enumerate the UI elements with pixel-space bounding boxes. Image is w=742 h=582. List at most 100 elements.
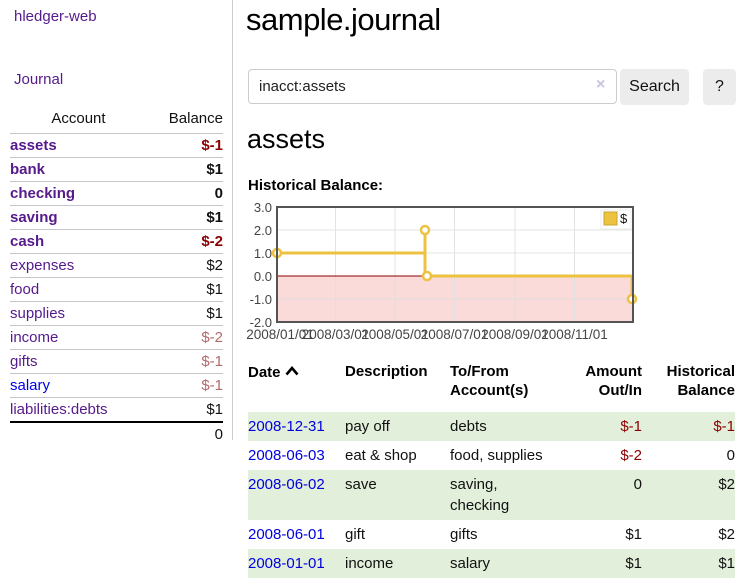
x-tick-label: 2008/03/01	[302, 327, 370, 342]
accounts-column-header: To/From Account(s)	[450, 363, 529, 399]
balance-value: $1	[146, 397, 223, 422]
register-row: 2008-01-01 income salary $1 $1	[248, 549, 735, 578]
x-tick-label: 2008/09/01	[481, 327, 549, 342]
historical-balance-chart: $ 3.0 2.0 1.0 0.0 -1.0 -2.0 2008/01/01 2…	[240, 200, 742, 348]
date-column-header[interactable]: Date	[248, 360, 345, 412]
y-tick-label: -1.0	[250, 292, 272, 307]
account-link-expenses[interactable]: expenses	[10, 257, 75, 274]
clear-search-icon[interactable]: ×	[596, 76, 606, 93]
y-tick-label: 2.0	[254, 223, 272, 238]
legend-label: $	[620, 211, 628, 226]
balance-value: $1	[146, 205, 223, 230]
account-link-gifts[interactable]: gifts	[10, 353, 38, 370]
y-tick-label: 3.0	[254, 200, 272, 215]
account-row: saving $1	[10, 205, 223, 230]
help-button[interactable]: ?	[703, 69, 736, 105]
balance-cell: $2	[718, 526, 735, 543]
legend-swatch	[603, 211, 618, 226]
balance-value: $-1	[146, 349, 223, 374]
description-cell: gift	[345, 526, 366, 543]
y-tick-label: -2.0	[250, 315, 272, 330]
register-row: 2008-12-31 pay off debts $-1 $-1	[248, 412, 735, 441]
register-row: 2008-06-01 gift gifts $1 $2	[248, 520, 735, 549]
account-row: cash $-2	[10, 229, 223, 254]
date-link[interactable]: 2008-06-03	[248, 447, 325, 464]
description-column-header: Description	[345, 363, 428, 380]
account-link-checking[interactable]: checking	[10, 185, 76, 202]
account-row: food $1	[10, 277, 223, 302]
x-axis: 2008/01/01 2008/03/01 2008/05/01 2008/07…	[246, 327, 608, 342]
x-tick-label: 2008/05/01	[361, 327, 429, 342]
balance-column-header: Balance	[168, 110, 223, 127]
date-link[interactable]: 2008-01-01	[248, 555, 325, 572]
account-link-assets[interactable]: assets	[10, 137, 57, 154]
account-row: gifts $-1	[10, 349, 223, 374]
amount-cell: $-1	[620, 418, 642, 435]
balance-cell: $2	[718, 476, 735, 493]
account-link-income[interactable]: income	[10, 329, 59, 346]
account-heading: assets	[247, 124, 326, 154]
sidebar-item-journal[interactable]: Journal	[14, 71, 64, 88]
y-axis: 3.0 2.0 1.0 0.0 -1.0 -2.0	[250, 200, 272, 330]
total-balance: 0	[146, 421, 223, 446]
chart-legend: $	[600, 209, 632, 230]
date-link[interactable]: 2008-06-02	[248, 476, 325, 493]
description-cell: income	[345, 555, 394, 572]
description-cell: save	[345, 476, 377, 493]
amount-column-header: Amount Out/In	[585, 363, 642, 399]
account-link-cash[interactable]: cash	[10, 233, 45, 250]
date-link[interactable]: 2008-06-01	[248, 526, 325, 543]
balance-value: $1	[146, 157, 223, 182]
balance-value: $-1	[146, 133, 223, 158]
register-table: Date Description To/From Account(s) Amou…	[248, 360, 735, 578]
register-row: 2008-06-02 save saving, checking 0 $2	[248, 470, 735, 520]
description-cell: pay off	[345, 418, 390, 435]
account-link-supplies[interactable]: supplies	[10, 305, 66, 322]
plot-border	[276, 206, 634, 323]
accounts-cell: salary	[450, 555, 491, 572]
chart-title: Historical Balance:	[248, 177, 384, 194]
balance-value: $-2	[146, 325, 223, 350]
search-button[interactable]: Search	[620, 69, 689, 105]
date-link[interactable]: 2008-12-31	[248, 418, 325, 435]
brand-link[interactable]: hledger-web	[14, 8, 97, 25]
balance-value: $-2	[146, 229, 223, 254]
y-tick-label: 0.0	[254, 269, 272, 284]
balance-cell: $1	[718, 555, 735, 572]
x-tick-label: 2008/07/01	[421, 327, 489, 342]
chart-canvas: $ 3.0 2.0 1.0 0.0 -1.0 -2.0 2008/01/01 2…	[246, 200, 638, 342]
description-cell: eat & shop	[345, 447, 417, 464]
page-title: sample.journal	[246, 2, 441, 37]
account-link-salary[interactable]: salary	[10, 377, 51, 394]
y-tick-label: 1.0	[254, 246, 272, 261]
amount-cell: $1	[625, 555, 642, 572]
balance-value: 0	[146, 181, 223, 206]
account-row: salary $-1	[10, 373, 223, 398]
amount-cell: $1	[625, 526, 642, 543]
search-input[interactable]	[248, 69, 617, 104]
account-link-food[interactable]: food	[10, 281, 40, 298]
x-tick-label: 2008/01/01	[246, 327, 314, 342]
accounts-cell: debts	[450, 418, 487, 435]
account-row: income $-2	[10, 325, 223, 350]
account-row: bank $1	[10, 157, 223, 182]
account-row: checking 0	[10, 181, 223, 206]
balance-column-header: Historical Balance	[666, 363, 735, 399]
balance-cell: $-1	[713, 418, 735, 435]
account-link-liabilities-debts[interactable]: liabilities:debts	[10, 401, 108, 418]
accounts-cell: saving, checking	[450, 476, 510, 514]
balance-value: $-1	[146, 373, 223, 398]
sidebar: hledger-web Journal Account Balance asse…	[0, 0, 233, 446]
account-row: assets $-1	[10, 133, 223, 158]
total-row: 0	[10, 421, 223, 446]
balance-cell: 0	[726, 447, 735, 464]
account-balance-table: Account Balance assets $-1 bank $1 check…	[10, 107, 223, 446]
accounts-cell: food, supplies	[450, 447, 543, 464]
account-link-saving[interactable]: saving	[10, 209, 58, 226]
account-row: liabilities:debts $1	[10, 397, 223, 422]
account-link-bank[interactable]: bank	[10, 161, 46, 178]
balance-value: $1	[146, 277, 223, 302]
x-tick-label: 2008/11/01	[541, 327, 608, 342]
account-row: supplies $1	[10, 301, 223, 326]
amount-cell: 0	[633, 476, 642, 493]
